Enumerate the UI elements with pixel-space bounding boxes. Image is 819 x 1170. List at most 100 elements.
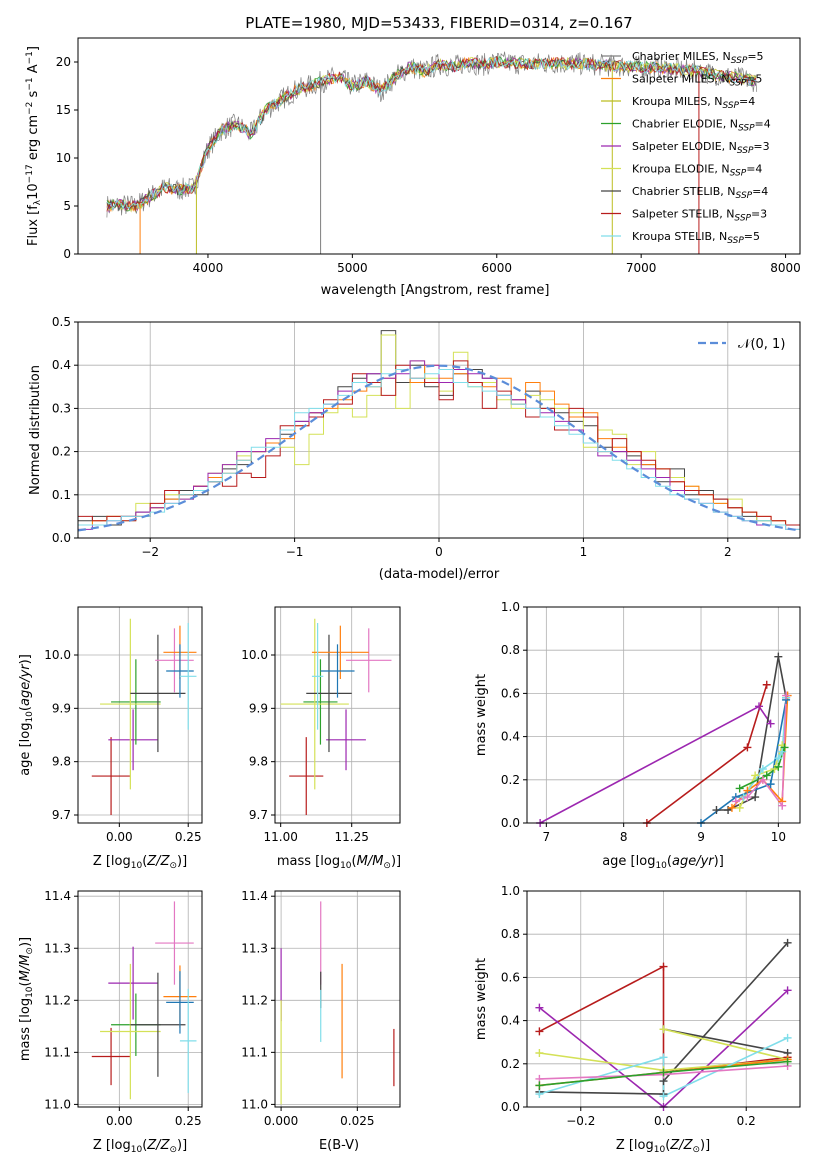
- legend-label: Salpeter MILES, NSSP=5: [632, 73, 762, 89]
- y-tick-label: 11.3: [44, 941, 71, 955]
- x-tick-label: 7000: [626, 261, 657, 275]
- legend-gaussian-label: 𝒩(0, 1): [738, 337, 785, 352]
- y-tick-label: 0.0: [501, 816, 520, 830]
- spectrum-legend: Chabrier MILES, NSSP=5 Salpeter MILES, NS…: [601, 50, 771, 246]
- weight-marker: [783, 938, 792, 947]
- weight-marker: [774, 754, 783, 763]
- weight-marker: [758, 775, 767, 784]
- y-axis-label: mass weight: [474, 958, 489, 1040]
- weight-marker: [727, 803, 736, 812]
- weight-marker: [743, 793, 752, 802]
- legend-label: Kroupa STELIB, NSSP=5: [632, 230, 760, 246]
- y-tick-label: 0.4: [501, 730, 520, 744]
- y-tick-label: 9.9: [249, 701, 268, 715]
- y-tick-label: 9.7: [52, 808, 71, 822]
- axes-frame: [77, 606, 203, 824]
- x-tick-label: 0.25: [175, 1114, 202, 1128]
- y-tick-label: 0: [63, 247, 71, 261]
- x-axis-label: Z [log10(Z/Z⊙)]: [93, 854, 187, 871]
- y-tick-label: 0.6: [501, 970, 520, 984]
- weight-marker: [774, 762, 783, 771]
- x-tick-label: 11.25: [335, 830, 369, 844]
- y-tick-label: 1.0: [501, 884, 520, 898]
- axes-frame: [274, 890, 401, 1108]
- y-tick-label: 20: [56, 55, 71, 69]
- weight-marker: [762, 771, 771, 780]
- legend-label: Salpeter STELIB, NSSP=3: [632, 208, 767, 224]
- weight-marker: [659, 962, 668, 971]
- y-tick-label: 1.0: [501, 600, 520, 614]
- weight-marker: [766, 719, 775, 728]
- y-tick-label: 11.4: [44, 889, 71, 903]
- weight-marker: [778, 801, 787, 810]
- y-tick-label: 11.1: [241, 1045, 268, 1059]
- x-tick-label: 0: [435, 545, 443, 559]
- y-tick-label: 0.4: [52, 358, 71, 372]
- y-tick-label: 10: [56, 151, 71, 165]
- panel-residuals: −2 −1 0 1 2 0.0 0.1 0.2 0.3 0.4 0.5: [52, 315, 801, 559]
- weight-marker: [535, 1003, 544, 1012]
- x-tick-label: 0.25: [175, 830, 202, 844]
- axes-frame: [526, 606, 801, 824]
- y-tick-label: 0.0: [52, 531, 71, 545]
- panel-weight-vs-Z: −0.2 0.0 0.2 0.0 0.2 0.4 0.6 0.8 1.0: [501, 884, 801, 1128]
- y-tick-label: 0.2: [501, 773, 520, 787]
- y-tick-label: 0.4: [501, 1014, 520, 1028]
- y-tick-label: 0.6: [501, 686, 520, 700]
- x-tick-label: 4000: [193, 261, 224, 275]
- y-tick-label: 10.0: [44, 648, 71, 662]
- plot-area-age-vs-Z: [91, 618, 197, 815]
- x-axis-label: Z [log10(Z/Z⊙)]: [93, 1138, 187, 1155]
- legend-label: Chabrier STELIB, NSSP=4: [632, 185, 768, 201]
- weight-marker: [535, 1090, 544, 1099]
- axes-frame: [526, 890, 801, 1108]
- panel-mass-vs-Z: 0.00 0.25 11.0 11.1 11.2 11.3 11.4: [44, 889, 203, 1128]
- weight-marker: [659, 1068, 668, 1077]
- y-tick-label: 11.2: [241, 993, 268, 1007]
- y-tick-label: 0.0: [501, 1100, 520, 1114]
- x-tick-label: 1: [580, 545, 588, 559]
- y-tick-label: 0.8: [501, 643, 520, 657]
- weight-marker: [751, 771, 760, 780]
- weight-marker: [778, 747, 787, 756]
- x-tick-label: 0.000: [264, 1114, 298, 1128]
- x-tick-label: 0.2: [737, 1114, 756, 1128]
- y-tick-label: 11.0: [241, 1097, 268, 1111]
- y-tick-label: 15: [56, 103, 71, 117]
- weight-marker: [751, 793, 760, 802]
- x-tick-label: 5000: [337, 261, 368, 275]
- weight-marker: [755, 702, 764, 711]
- weight-marker: [535, 1049, 544, 1057]
- plot-area-age-vs-mass: [280, 618, 392, 815]
- x-tick-label: 0.0: [654, 1114, 673, 1128]
- axes-frame: [77, 321, 801, 539]
- y-axis-label: Flux [fλ10−17 erg cm−2 s−1 A−1]: [25, 46, 43, 246]
- plot-area-mass-vs-Z: [91, 901, 197, 1100]
- y-tick-label: 0.3: [52, 401, 71, 415]
- weight-marker: [783, 1057, 792, 1066]
- x-axis-label: Z [log10(Z/Z⊙)]: [616, 1138, 710, 1155]
- x-tick-label: 7: [543, 830, 551, 844]
- y-tick-label: 9.8: [52, 755, 71, 769]
- y-axis-label: age [log10(age/yr)]: [18, 654, 35, 776]
- x-tick-label: 8000: [770, 261, 801, 275]
- x-tick-label: −1: [286, 545, 304, 559]
- y-tick-label: 0.5: [52, 315, 71, 329]
- axes-frame: [274, 606, 401, 824]
- weight-line: [663, 1028, 788, 1061]
- y-axis-label: Normed distribution: [28, 365, 43, 495]
- x-axis-label: age [log10(age/yr)]: [602, 854, 724, 871]
- weight-marker: [731, 797, 740, 806]
- spectrum-line: [106, 51, 758, 218]
- panel-weight-vs-age: 7 8 9 10 0.0 0.2 0.4 0.6 0.8 1.0: [501, 600, 801, 844]
- weight-marker: [766, 780, 775, 789]
- weight-marker: [783, 986, 792, 995]
- panel-spectrum: 4000 5000 6000 7000 8000 0 5 10 15 20: [56, 37, 801, 275]
- plot-area-spectrum: [106, 51, 758, 254]
- x-axis-label: (data-model)/error: [379, 567, 500, 582]
- x-tick-label: −2: [141, 545, 159, 559]
- axes-frame: [77, 37, 801, 255]
- x-tick-label: 0.025: [340, 1114, 374, 1128]
- x-tick-label: 10: [771, 830, 786, 844]
